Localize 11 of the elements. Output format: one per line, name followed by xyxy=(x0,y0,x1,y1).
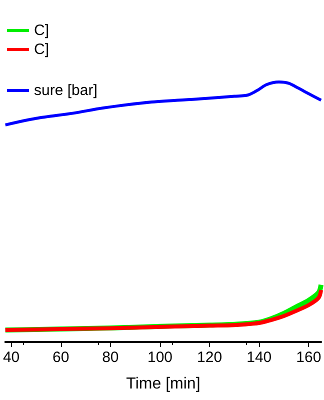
x-tick-label: 80 xyxy=(102,349,119,366)
x-tick-label: 60 xyxy=(52,349,70,366)
legend-label: C] xyxy=(34,22,49,39)
x-tick-label: 40 xyxy=(2,349,20,366)
x-axis-title: Time [min] xyxy=(126,376,200,392)
legend-label: sure [bar] xyxy=(34,82,98,99)
x-tick-label: 120 xyxy=(197,349,222,366)
x-tick-label: 100 xyxy=(147,349,173,366)
x-tick-label: 160 xyxy=(296,349,322,366)
x-tick-label: 140 xyxy=(246,349,272,366)
legend-label: C] xyxy=(34,41,49,58)
